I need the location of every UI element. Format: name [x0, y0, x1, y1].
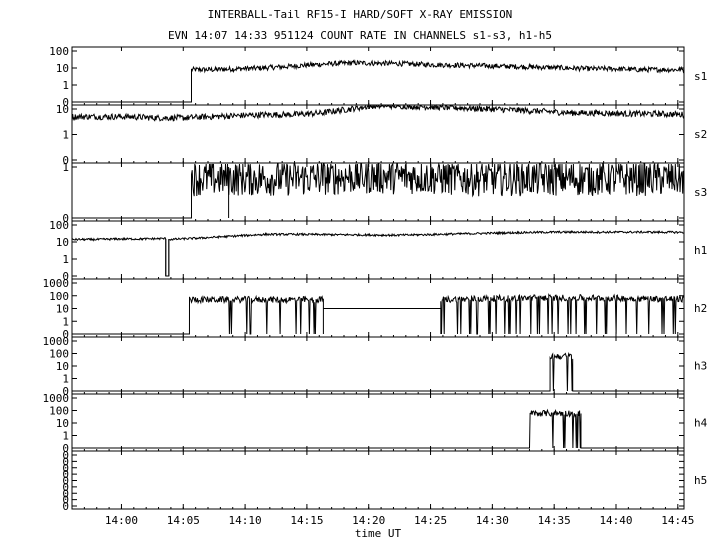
y-tick-label-s3: 0 — [62, 212, 69, 225]
y-tick-label-h1: 10 — [56, 236, 69, 249]
y-tick-label-h1: 0 — [62, 270, 69, 283]
panel-label-h4: h4 — [694, 417, 708, 430]
y-tick-label-h5: 0 — [62, 500, 69, 513]
series-line-s2 — [71, 104, 685, 160]
x-tick-label: 14:30 — [476, 514, 509, 527]
y-tick-label-h4: 10 — [56, 417, 69, 430]
y-tick-label-h3: 10 — [56, 360, 69, 373]
y-tick-label-h5: 0 — [62, 455, 69, 468]
x-tick-label: 14:40 — [599, 514, 632, 527]
y-tick-label-h5: 0 — [62, 468, 69, 481]
x-axis-label: time UT — [355, 527, 402, 540]
chart-subtitle: EVN 14:07 14:33 951124 COUNT RATE IN CHA… — [167, 29, 553, 42]
y-tick-label-s1: 10 — [56, 62, 69, 75]
y-tick-label-h5: 0 — [62, 487, 69, 500]
y-tick-label-h5: 0 — [62, 462, 69, 475]
y-tick-label-s2: 10 — [56, 103, 69, 116]
panel-frame-h4 — [71, 393, 685, 452]
y-tick-label-s1: 0 — [62, 96, 69, 109]
series-line-h2 — [72, 292, 685, 335]
y-tick-label-h4: 1 — [62, 430, 69, 443]
y-tick-label-s1: 1 — [62, 79, 69, 92]
x-tick-label: 14:45 — [661, 514, 694, 527]
panel-label-h2: h2 — [694, 302, 707, 315]
y-tick-label-h3: 100 — [49, 348, 69, 361]
y-tick-label-h1: 1 — [62, 253, 69, 266]
y-tick-label-h5: 0 — [62, 481, 69, 494]
y-tick-label-h3: 1000 — [43, 335, 70, 348]
panel-label-s3: s3 — [694, 186, 707, 199]
series-line-h1 — [71, 230, 685, 277]
series-line-s1 — [72, 59, 685, 103]
y-tick-label-h4: 0 — [62, 442, 69, 455]
series-line-h4 — [72, 408, 684, 449]
y-tick-label-s2: 1 — [62, 129, 69, 142]
series-line-s3 — [72, 162, 685, 219]
panel-frame-s1 — [71, 46, 685, 106]
panel-label-h5: h5 — [694, 474, 707, 487]
x-tick-label: 14:00 — [105, 514, 138, 527]
panel-label-h1: h1 — [694, 244, 707, 257]
y-tick-label-s2: 0 — [62, 154, 69, 167]
x-tick-label: 14:20 — [352, 514, 385, 527]
panel-frame-h3 — [71, 336, 685, 395]
panel-label-h3: h3 — [694, 360, 707, 373]
y-tick-label-h3: 1 — [62, 373, 69, 386]
y-tick-label-h5: 0 — [62, 475, 69, 488]
y-tick-label-h5: 0 — [62, 449, 69, 462]
panel-label-s2: s2 — [694, 128, 707, 141]
panel-frame-h1 — [71, 220, 685, 280]
x-tick-label: 14:35 — [538, 514, 571, 527]
y-tick-label-h2: 1000 — [43, 277, 70, 290]
panel-label-s1: s1 — [694, 70, 707, 83]
panel-frame-h5 — [71, 450, 685, 510]
chart-title: INTERBALL-Tail RF15-I HARD/SOFT X-RAY EM… — [207, 8, 513, 21]
x-tick-label: 14:25 — [414, 514, 447, 527]
series-line-h3 — [72, 351, 684, 392]
y-tick-label-h2: 100 — [49, 290, 69, 303]
y-tick-label-s1: 100 — [49, 45, 69, 58]
y-tick-label-h4: 100 — [49, 405, 69, 418]
y-tick-label-h1: 100 — [49, 219, 69, 232]
y-tick-label-h4: 1000 — [43, 392, 70, 405]
y-tick-label-s3: 1 — [62, 161, 69, 174]
x-tick-label: 14:15 — [290, 514, 323, 527]
y-tick-label-h2: 1 — [62, 315, 69, 328]
y-tick-label-h3: 0 — [62, 385, 69, 398]
y-tick-label-h5: 0 — [62, 494, 69, 507]
x-tick-label: 14:05 — [167, 514, 200, 527]
y-tick-label-h2: 10 — [56, 303, 69, 316]
y-tick-label-h2: 0 — [62, 328, 69, 341]
x-tick-label: 14:10 — [229, 514, 262, 527]
